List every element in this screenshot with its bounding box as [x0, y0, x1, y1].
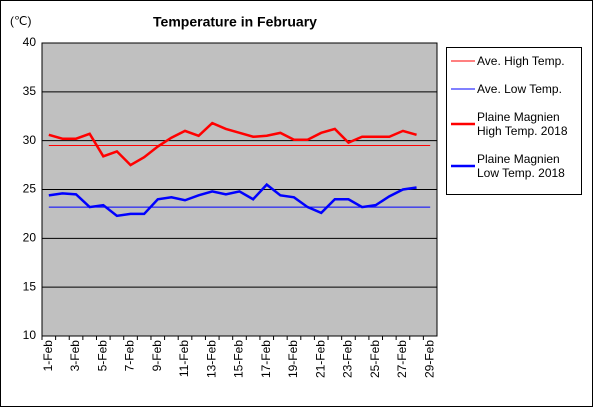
y-tick-label: 40: [23, 35, 37, 49]
legend-item: Ave. High Temp.: [449, 54, 579, 68]
x-tick-label: 21-Feb: [313, 340, 327, 378]
y-tick-label: 25: [23, 182, 37, 196]
legend-label: Plaine Magnien High Temp. 2018: [477, 110, 568, 138]
y-tick-label: 35: [23, 84, 37, 98]
x-tick-label: 9-Feb: [150, 340, 164, 372]
x-tick-label: 3-Feb: [68, 340, 82, 372]
x-tick-label: 13-Feb: [204, 340, 218, 378]
legend-label: Ave. High Temp.: [477, 54, 565, 68]
legend-item: Plaine Magnien High Temp. 2018: [449, 110, 579, 138]
x-tick-label: 1-Feb: [41, 340, 55, 372]
y-tick-label: 20: [23, 231, 37, 245]
x-tick-label: 7-Feb: [123, 340, 137, 372]
x-tick-label: 25-Feb: [368, 340, 382, 378]
legend-label: Ave. Low Temp.: [477, 82, 562, 96]
y-tick-label: 30: [23, 133, 37, 147]
legend-swatch: [451, 88, 475, 90]
legend-swatch: [451, 60, 475, 62]
x-tick-label: 29-Feb: [422, 340, 436, 378]
x-tick-label: 15-Feb: [232, 340, 246, 378]
legend-swatch: [451, 164, 475, 168]
legend-item: Ave. Low Temp.: [449, 82, 579, 96]
x-tick-label: 23-Feb: [341, 340, 355, 378]
series-line: [48, 182, 417, 218]
legend-swatch: [451, 122, 475, 126]
series-line: [48, 121, 417, 167]
y-tick-label: 15: [23, 279, 37, 293]
legend-label: Plaine Magnien Low Temp. 2018: [477, 152, 565, 180]
x-tick-label: 11-Feb: [177, 340, 191, 377]
x-tick-label: 19-Feb: [286, 340, 300, 378]
x-tick-label: 17-Feb: [259, 340, 273, 378]
chart-title: Temperature in February: [153, 14, 317, 30]
y-tick-label: 10: [23, 328, 37, 342]
legend-item: Plaine Magnien Low Temp. 2018: [449, 152, 579, 180]
y-axis-label: (℃): [10, 14, 31, 28]
x-tick-label: 5-Feb: [95, 340, 109, 372]
x-tick-label: 27-Feb: [395, 340, 409, 378]
legend: Ave. High Temp. Ave. Low Temp. Plaine Magn…: [446, 47, 582, 195]
